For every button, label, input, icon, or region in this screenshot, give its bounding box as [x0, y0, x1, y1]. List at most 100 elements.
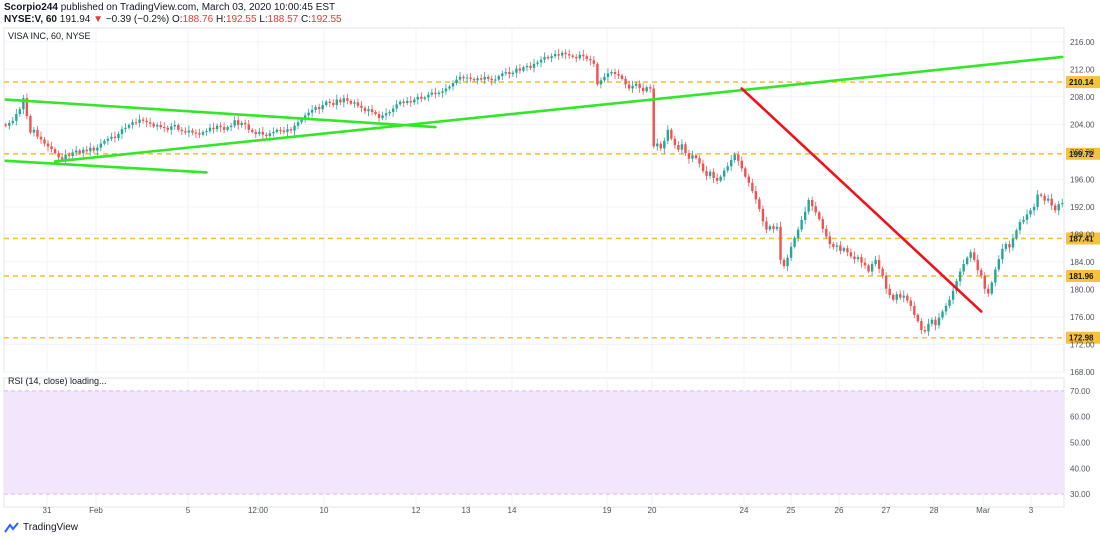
candle[interactable] — [877, 259, 881, 269]
candle[interactable] — [518, 68, 522, 71]
candle[interactable] — [557, 54, 560, 56]
candle[interactable] — [212, 127, 215, 130]
candle[interactable] — [215, 125, 219, 130]
candle[interactable] — [525, 65, 529, 68]
candle[interactable] — [603, 76, 606, 81]
candle[interactable] — [74, 150, 78, 153]
candle[interactable] — [279, 129, 282, 131]
candle[interactable] — [870, 263, 874, 272]
candle[interactable] — [811, 200, 814, 207]
candle[interactable] — [913, 305, 916, 315]
candle[interactable] — [406, 100, 409, 103]
candle[interactable] — [564, 52, 567, 55]
candle[interactable] — [585, 56, 589, 59]
candle[interactable] — [314, 107, 317, 110]
candle[interactable] — [152, 123, 155, 127]
candle[interactable] — [60, 157, 64, 160]
candle[interactable] — [286, 129, 289, 132]
candle[interactable] — [22, 98, 25, 110]
candle[interactable] — [124, 127, 127, 130]
candle[interactable] — [814, 206, 817, 213]
candle[interactable] — [768, 226, 772, 230]
candle[interactable] — [103, 140, 106, 144]
candle[interactable] — [965, 257, 969, 264]
candle[interactable] — [226, 127, 229, 130]
candle[interactable] — [631, 85, 634, 89]
candle[interactable] — [8, 122, 11, 126]
candle[interactable] — [191, 130, 194, 133]
candle[interactable] — [902, 295, 905, 298]
candle[interactable] — [733, 154, 736, 161]
candle[interactable] — [715, 177, 719, 181]
candle[interactable] — [229, 125, 233, 128]
candle[interactable] — [437, 92, 441, 95]
candle[interactable] — [983, 275, 986, 289]
candle[interactable] — [990, 282, 994, 294]
candle[interactable] — [775, 226, 779, 229]
candle[interactable] — [726, 166, 729, 171]
candle[interactable] — [800, 219, 803, 230]
candle[interactable] — [360, 105, 363, 108]
candle[interactable] — [849, 252, 853, 257]
candle[interactable] — [575, 56, 578, 59]
candle[interactable] — [53, 149, 57, 154]
candle[interactable] — [339, 99, 342, 103]
candle[interactable] — [543, 56, 546, 60]
candle[interactable] — [1061, 203, 1064, 205]
candle[interactable] — [236, 120, 240, 126]
candle[interactable] — [818, 212, 821, 220]
candle[interactable] — [719, 176, 722, 181]
candle[interactable] — [113, 136, 117, 139]
candle[interactable] — [349, 100, 353, 104]
candle[interactable] — [641, 87, 645, 92]
candle[interactable] — [134, 122, 138, 124]
candle[interactable] — [1008, 244, 1011, 248]
candle[interactable] — [881, 268, 884, 276]
candle[interactable] — [606, 73, 610, 77]
candle[interactable] — [853, 256, 856, 260]
candle[interactable] — [839, 245, 842, 251]
candle[interactable] — [825, 228, 828, 237]
candle[interactable] — [1029, 210, 1032, 215]
candle[interactable] — [67, 154, 71, 156]
candle[interactable] — [251, 129, 254, 132]
candle[interactable] — [1039, 194, 1043, 196]
candle[interactable] — [198, 133, 201, 135]
candle[interactable] — [856, 257, 860, 260]
candle[interactable] — [620, 75, 624, 79]
candle[interactable] — [680, 144, 684, 150]
candle[interactable] — [1036, 194, 1039, 207]
candle[interactable] — [391, 108, 395, 112]
candle[interactable] — [969, 252, 972, 258]
candle[interactable] — [120, 129, 124, 134]
candle[interactable] — [487, 76, 490, 79]
candle[interactable] — [325, 101, 328, 106]
candle[interactable] — [645, 87, 648, 92]
candle[interactable] — [652, 88, 655, 147]
candle[interactable] — [296, 122, 300, 126]
candle[interactable] — [187, 130, 191, 133]
candle[interactable] — [427, 94, 430, 98]
candle[interactable] — [300, 118, 303, 123]
candle[interactable] — [458, 76, 462, 80]
candle[interactable] — [71, 152, 74, 156]
candle[interactable] — [803, 211, 807, 220]
candle[interactable] — [737, 154, 740, 161]
candle[interactable] — [1015, 230, 1018, 239]
candle[interactable] — [18, 109, 22, 114]
candle[interactable] — [476, 78, 479, 81]
candle[interactable] — [916, 314, 920, 322]
candle[interactable] — [712, 171, 715, 178]
candle[interactable] — [448, 86, 451, 89]
candle[interactable] — [293, 125, 296, 131]
candle[interactable] — [434, 92, 437, 95]
candle[interactable] — [363, 107, 367, 112]
candle[interactable] — [85, 149, 88, 152]
candle[interactable] — [821, 219, 824, 229]
candle[interactable] — [708, 171, 712, 176]
candle[interactable] — [402, 101, 405, 103]
candle[interactable] — [82, 149, 85, 154]
candle[interactable] — [451, 83, 455, 87]
candle[interactable] — [465, 77, 469, 79]
candle[interactable] — [356, 102, 360, 106]
